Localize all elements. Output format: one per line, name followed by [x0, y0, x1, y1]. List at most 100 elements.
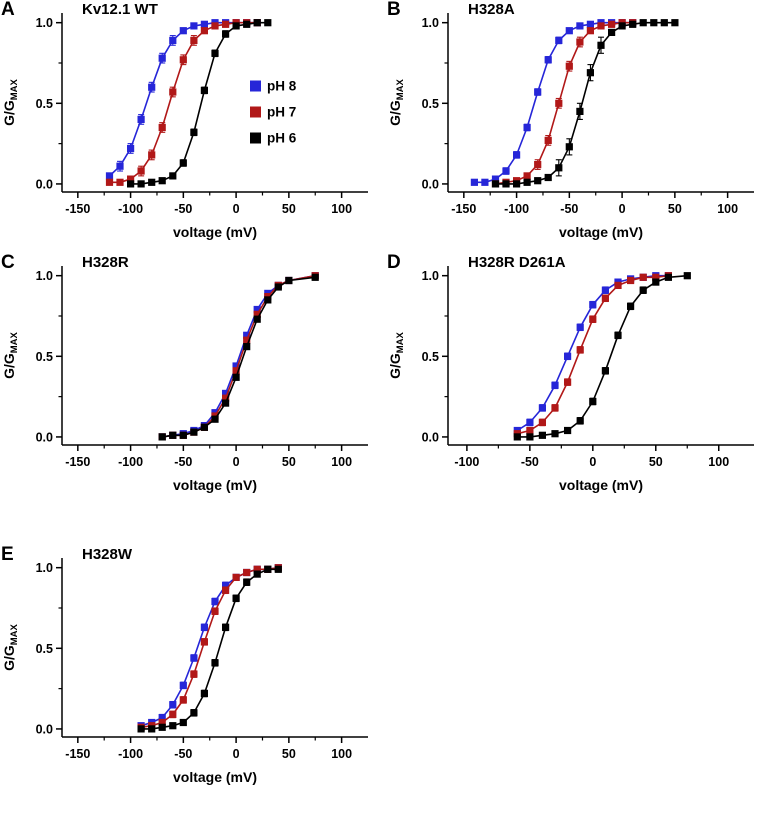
marker-ph8: [232, 362, 240, 370]
marker-ph6: [285, 276, 293, 285]
marker-ph7: [169, 710, 177, 718]
y-axis-label-main: G/G: [1, 645, 17, 671]
marker-ph6: [589, 397, 597, 406]
panel-title: H328W: [82, 546, 133, 563]
y-tick-label: 0.5: [422, 97, 439, 111]
y-tick-label: 1.0: [36, 16, 53, 30]
marker-ph7: [169, 88, 177, 96]
chart-panel-a: -150 -100 -50 0 50 100 0.0 0.5 1.0 A Kv12.1 WT volt…: [1, 0, 368, 240]
marker-ph7: [576, 38, 584, 46]
y-tick-label: 0.5: [36, 350, 53, 364]
marker-ph7: [179, 696, 187, 704]
panel-c: -150 -100 -50 0 50 100 0.0 0.5 1.0 C H328R voltage …: [0, 253, 385, 513]
marker-ph6: [264, 19, 272, 27]
marker-ph7: [116, 178, 124, 186]
y-axis-label-main: G/G: [1, 353, 17, 379]
marker-ph7: [200, 27, 208, 35]
marker-ph8: [576, 22, 584, 30]
marker-ph7: [253, 565, 261, 573]
marker-ph8: [565, 27, 573, 35]
panel-letter: B: [387, 0, 401, 20]
marker-ph6: [190, 428, 198, 436]
x-tick-label: 50: [282, 202, 296, 216]
x-tick-label: -150: [65, 202, 90, 216]
panel-title: H328R D261A: [468, 254, 566, 271]
fit-line-ph6: [495, 21, 675, 185]
marker-ph6: [639, 286, 647, 294]
x-tick-label: 0: [619, 202, 626, 216]
marker-ph7: [243, 336, 251, 344]
marker-ph6: [639, 19, 647, 27]
legend-label-ph8: pH 8: [267, 79, 297, 94]
marker-ph8: [523, 123, 531, 132]
marker-ph8: [601, 286, 609, 294]
y-axis-label-main: G/G: [387, 353, 403, 379]
x-axis-label: voltage (mV): [173, 477, 257, 493]
y-axis-label: G/GMAX: [1, 78, 20, 125]
marker-ph8: [544, 56, 552, 64]
y-tick-label: 0.5: [36, 642, 53, 656]
panel-letter: C: [1, 253, 15, 273]
marker-ph7: [222, 394, 230, 402]
x-tick-label: -100: [454, 455, 479, 469]
y-tick-label: 0.5: [36, 97, 53, 111]
y-tick-label: 1.0: [36, 561, 53, 575]
marker-ph6: [526, 433, 534, 441]
fit-line-ph7: [495, 21, 633, 185]
marker-ph6: [137, 725, 145, 733]
marker-ph6: [179, 431, 187, 439]
marker-ph6: [190, 128, 198, 136]
marker-ph6: [565, 143, 573, 151]
marker-ph6: [618, 22, 626, 30]
x-tick-label: 100: [331, 747, 352, 761]
legend-swatch-ph8: [250, 80, 261, 92]
x-tick-label: -150: [65, 747, 90, 761]
x-tick-label: 100: [708, 455, 729, 469]
marker-ph8: [222, 581, 230, 589]
marker-ph8: [555, 36, 563, 44]
x-tick-label: 50: [649, 455, 663, 469]
marker-ph8: [538, 404, 546, 412]
panel-title: H328A: [468, 1, 515, 18]
marker-ph8: [169, 36, 177, 44]
marker-ph6: [200, 423, 208, 431]
marker-ph6: [190, 709, 198, 717]
x-tick-label: 0: [233, 202, 240, 216]
marker-ph7: [597, 22, 605, 30]
marker-ph8: [200, 623, 208, 631]
y-tick-label: 0.0: [36, 430, 53, 444]
marker-ph6: [576, 107, 584, 115]
marker-ph6: [601, 367, 609, 375]
panel-a: -150 -100 -50 0 50 100 0.0 0.5 1.0 A Kv12.1 WT volt…: [0, 0, 385, 260]
marker-ph6: [538, 431, 546, 439]
x-axis-label: voltage (mV): [559, 224, 643, 240]
marker-ph6: [253, 19, 261, 27]
marker-ph6: [222, 623, 230, 631]
panel-letter: A: [1, 0, 15, 20]
legend-label-ph7: pH 7: [267, 105, 296, 120]
marker-ph8: [137, 115, 145, 123]
y-axis-label: G/GMAX: [387, 78, 406, 125]
marker-ph6: [179, 718, 187, 727]
marker-ph6: [158, 177, 166, 185]
marker-ph7: [211, 22, 219, 30]
marker-ph7: [523, 172, 531, 180]
marker-ph8: [253, 305, 261, 314]
panel-b: -150 -100 -50 0 50 100 0.0 0.5 1.0 B H328A voltage …: [386, 0, 771, 260]
fit-line-ph7: [140, 566, 279, 729]
marker-ph7: [253, 310, 261, 318]
marker-ph6: [211, 415, 219, 423]
x-tick-label: -150: [451, 202, 476, 216]
marker-ph6: [614, 331, 622, 339]
marker-ph8: [470, 178, 478, 186]
marker-ph8: [243, 331, 251, 339]
marker-ph8: [551, 381, 559, 389]
x-axis-label: voltage (mV): [173, 224, 257, 240]
marker-ph6: [179, 159, 187, 167]
marker-ph6: [555, 164, 563, 172]
marker-ph7: [586, 27, 594, 35]
fit-line-ph8: [140, 566, 279, 727]
marker-ph6: [148, 725, 156, 733]
panel-letter: D: [387, 253, 401, 273]
